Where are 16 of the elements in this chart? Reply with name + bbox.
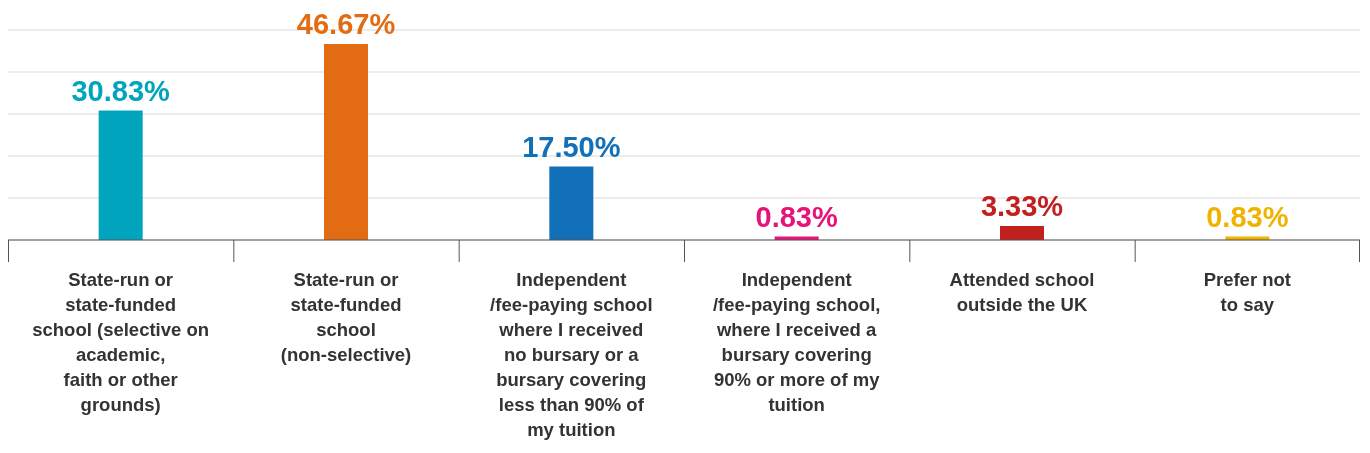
bar bbox=[98, 110, 143, 240]
x-tick-label: Attended school outside the UK bbox=[949, 269, 1095, 315]
bar bbox=[1000, 226, 1044, 240]
data-label: 17.50% bbox=[522, 130, 621, 163]
data-label: 0.83% bbox=[1206, 200, 1289, 233]
x-tick-label: State-run or state-funded school (non-selective) bbox=[280, 269, 412, 365]
data-label: 3.33% bbox=[980, 190, 1064, 223]
data-label: 46.67% bbox=[296, 7, 396, 40]
bar bbox=[324, 43, 368, 240]
x-tick-label: Prefer not to say bbox=[1203, 269, 1292, 315]
x-tick-label: Independent /fee-paying school where I received no bursary or a bursary covering less than 90% of my tuition bbox=[490, 269, 653, 440]
x-tick-label: Independent /fee-paying school, where I received a bursary covering 90% or more of my tuition bbox=[712, 269, 881, 415]
bar bbox=[549, 166, 594, 240]
x-tick-label: State-run or state-funded school (selective on academic, faith or other grounds) bbox=[32, 269, 210, 415]
data-label: 0.83% bbox=[755, 200, 838, 233]
data-label: 30.83% bbox=[71, 74, 171, 107]
